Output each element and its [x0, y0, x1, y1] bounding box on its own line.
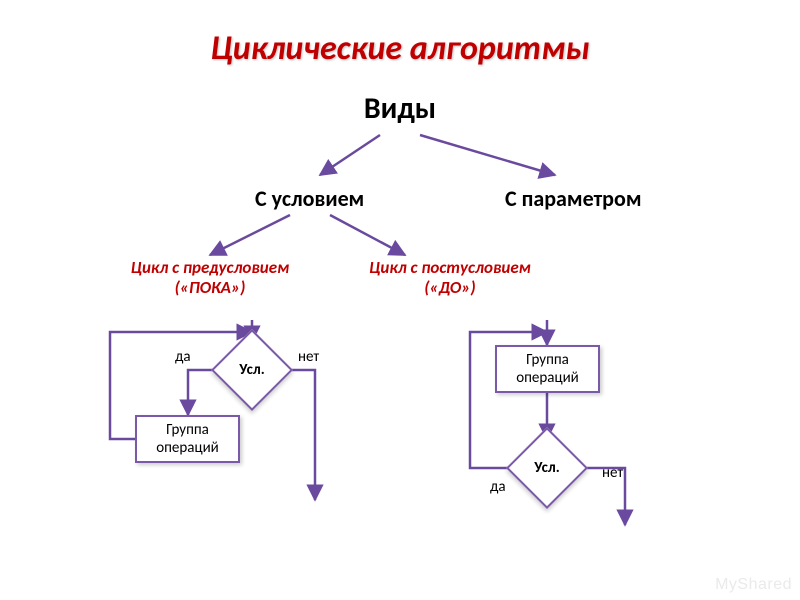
subcat-precondition: Цикл с предусловием («ПОКА») [95, 258, 325, 299]
precondition-line1: Цикл с предусловием [131, 257, 289, 278]
subcat-postcondition: Цикл с постусловием («ДО») [335, 258, 565, 299]
category-with-parameter: С параметром [505, 185, 642, 212]
postcondition-line2: («ДО») [424, 277, 475, 298]
left-yes-label: да [175, 348, 191, 366]
right-condition-diamond: Усл. [518, 439, 576, 497]
right-no-label: нет [602, 464, 623, 482]
subtitle-types: Виды [0, 90, 800, 127]
precondition-line2: («ПОКА») [175, 277, 246, 298]
left-condition-diamond: Усл. [223, 341, 281, 399]
right-condition-label: Усл. [518, 439, 576, 497]
left-no-label: нет [298, 348, 319, 366]
postcondition-line1: Цикл с постусловием [369, 257, 531, 278]
page-title: Циклические алгоритмы [0, 28, 800, 69]
right-yes-label: да [490, 478, 506, 496]
left-ops-box: Группа операций [135, 415, 240, 463]
watermark: MyShared [715, 576, 792, 594]
category-with-condition: С условием [255, 185, 364, 212]
right-ops-box: Группа операций [495, 345, 600, 393]
left-condition-label: Усл. [223, 341, 281, 399]
